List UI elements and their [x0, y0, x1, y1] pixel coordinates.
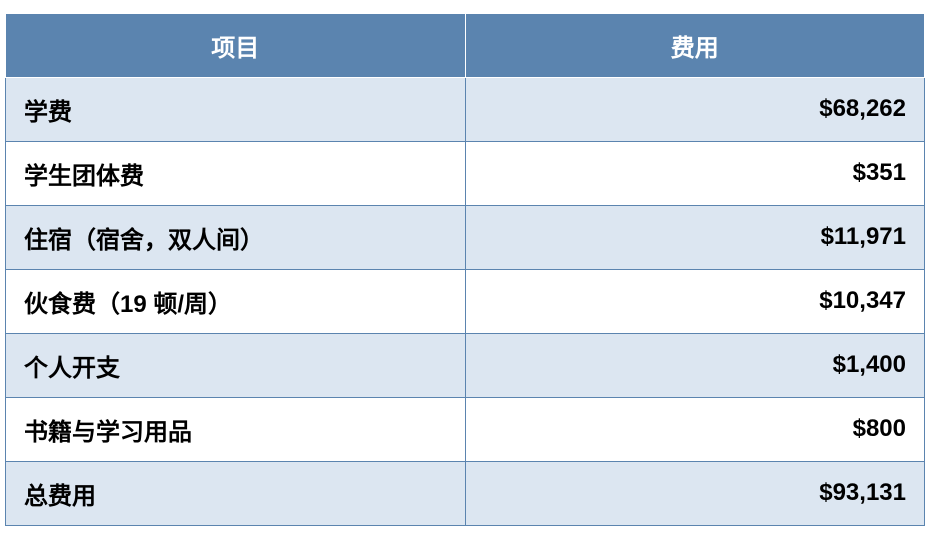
- fees-table: 项目 费用 学费 $68,262 学生团体费 $351 住宿（宿舍，双人间） $…: [5, 13, 925, 526]
- row-value: $11,971: [465, 205, 925, 269]
- row-value: $10,347: [465, 269, 925, 333]
- table-row: 个人开支 $1,400: [6, 333, 925, 397]
- table-row: 住宿（宿舍，双人间） $11,971: [6, 205, 925, 269]
- row-label: 学生团体费: [6, 141, 466, 205]
- table-row: 总费用 $93,131: [6, 461, 925, 525]
- table-row: 伙食费（19 顿/周） $10,347: [6, 269, 925, 333]
- row-value: $351: [465, 141, 925, 205]
- column-header-cost: 费用: [465, 13, 925, 77]
- row-value: $93,131: [465, 461, 925, 525]
- row-label: 总费用: [6, 461, 466, 525]
- row-label: 个人开支: [6, 333, 466, 397]
- row-label: 伙食费（19 顿/周）: [6, 269, 466, 333]
- table-row: 学生团体费 $351: [6, 141, 925, 205]
- table-row: 学费 $68,262: [6, 77, 925, 141]
- column-header-item: 项目: [6, 13, 466, 77]
- table-header-row: 项目 费用: [6, 13, 925, 77]
- row-value: $800: [465, 397, 925, 461]
- table-row: 书籍与学习用品 $800: [6, 397, 925, 461]
- cost-breakdown-table: 项目 费用 学费 $68,262 学生团体费 $351 住宿（宿舍，双人间） $…: [5, 13, 925, 526]
- row-label: 学费: [6, 77, 466, 141]
- row-value: $68,262: [465, 77, 925, 141]
- row-label: 住宿（宿舍，双人间）: [6, 205, 466, 269]
- row-label: 书籍与学习用品: [6, 397, 466, 461]
- row-value: $1,400: [465, 333, 925, 397]
